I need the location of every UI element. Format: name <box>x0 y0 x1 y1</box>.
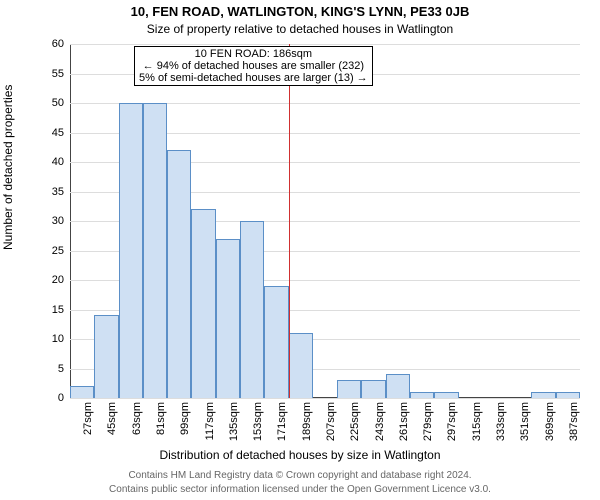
y-tick-label: 5 <box>58 363 70 375</box>
chart-subtitle: Size of property relative to detached ho… <box>0 22 600 36</box>
x-tick-label: 63sqm <box>131 398 143 435</box>
y-tick-label: 10 <box>52 333 70 345</box>
histogram-bar <box>143 103 167 398</box>
annotation-line: ← 94% of detached houses are smaller (23… <box>139 60 368 72</box>
histogram-bar <box>386 374 410 398</box>
y-tick-label: 60 <box>52 38 70 50</box>
chart-title: 10, FEN ROAD, WATLINGTON, KING'S LYNN, P… <box>0 4 600 19</box>
histogram-bar <box>167 150 191 398</box>
histogram-bar <box>119 103 143 398</box>
histogram-bar <box>337 380 361 398</box>
histogram-bar <box>216 239 240 398</box>
x-tick-label: 171sqm <box>276 398 288 441</box>
x-tick-label: 225sqm <box>349 398 361 441</box>
histogram-bar <box>94 315 118 398</box>
histogram-bar <box>264 286 288 398</box>
y-tick-label: 15 <box>52 304 70 316</box>
y-tick-label: 50 <box>52 97 70 109</box>
x-tick-label: 333sqm <box>495 398 507 441</box>
y-axis-label: Number of detached properties <box>1 85 15 250</box>
histogram-bar <box>240 221 264 398</box>
x-tick-label: 207sqm <box>325 398 337 441</box>
x-axis-label: Distribution of detached houses by size … <box>0 448 600 462</box>
x-tick-label: 99sqm <box>179 398 191 435</box>
x-tick-label: 27sqm <box>82 398 94 435</box>
y-tick-label: 0 <box>58 392 70 404</box>
x-tick-label: 135sqm <box>228 398 240 441</box>
annotation-box: 10 FEN ROAD: 186sqm← 94% of detached hou… <box>134 46 373 86</box>
histogram-bar <box>191 209 215 398</box>
y-tick-label: 45 <box>52 127 70 139</box>
y-tick-label: 25 <box>52 245 70 257</box>
x-tick-label: 351sqm <box>519 398 531 441</box>
x-tick-label: 369sqm <box>544 398 556 441</box>
x-tick-label: 279sqm <box>422 398 434 441</box>
x-tick-label: 81sqm <box>155 398 167 435</box>
x-tick-label: 261sqm <box>398 398 410 441</box>
x-tick-label: 153sqm <box>252 398 264 441</box>
reference-line <box>289 44 290 398</box>
x-tick-label: 243sqm <box>374 398 386 441</box>
x-tick-label: 189sqm <box>301 398 313 441</box>
y-tick-label: 55 <box>52 68 70 80</box>
x-tick-label: 387sqm <box>568 398 580 441</box>
x-tick-label: 297sqm <box>446 398 458 441</box>
annotation-line: 5% of semi-detached houses are larger (1… <box>139 72 368 84</box>
y-tick-label: 30 <box>52 215 70 227</box>
y-tick-label: 40 <box>52 156 70 168</box>
annotation-line: 10 FEN ROAD: 186sqm <box>139 48 368 60</box>
x-tick-label: 315sqm <box>471 398 483 441</box>
histogram-bar <box>361 380 385 398</box>
chart-container: 10, FEN ROAD, WATLINGTON, KING'S LYNN, P… <box>0 0 600 500</box>
x-tick-label: 117sqm <box>204 398 216 440</box>
y-tick-label: 20 <box>52 274 70 286</box>
credits-line-2: Contains public sector information licen… <box>0 484 600 495</box>
y-tick-label: 35 <box>52 186 70 198</box>
x-tick-label: 45sqm <box>106 398 118 435</box>
gridline <box>70 44 580 45</box>
histogram-bar <box>70 386 94 398</box>
plot-area: 05101520253035404550556027sqm45sqm63sqm8… <box>70 44 580 398</box>
histogram-bar <box>289 333 313 398</box>
credits-line-1: Contains HM Land Registry data © Crown c… <box>0 470 600 481</box>
